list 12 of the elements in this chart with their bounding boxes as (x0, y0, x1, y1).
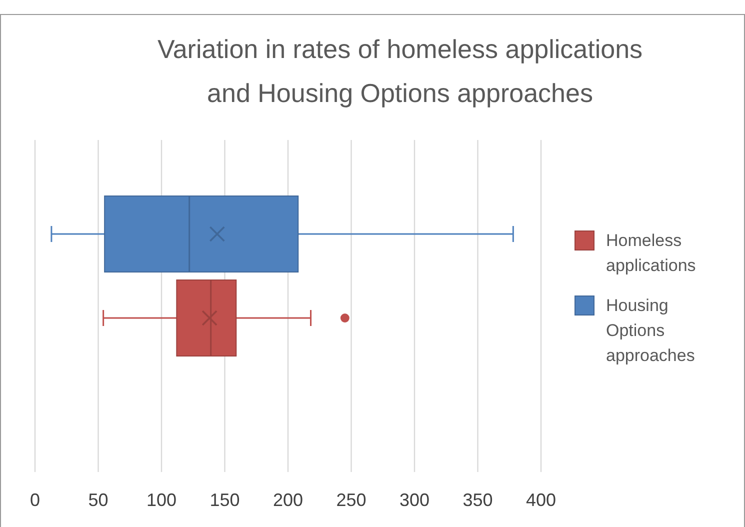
x-tick-label: 50 (88, 490, 108, 510)
chart-title: Variation in rates of homeless applications and Housing Options approaches (157, 34, 643, 108)
x-tick-label: 400 (526, 490, 556, 510)
x-tick-label: 250 (336, 490, 366, 510)
x-tick-label: 150 (210, 490, 240, 510)
x-tick-label: 200 (272, 490, 304, 510)
legend-label: Homeless applications (606, 231, 696, 275)
legend-label: Housing Options approaches (606, 296, 695, 365)
x-tick-label: 100 (146, 490, 177, 510)
x-tick-label: 350 (462, 490, 493, 510)
x-tick-label: 0 (30, 490, 40, 510)
x-tick-label: 300 (399, 490, 430, 510)
